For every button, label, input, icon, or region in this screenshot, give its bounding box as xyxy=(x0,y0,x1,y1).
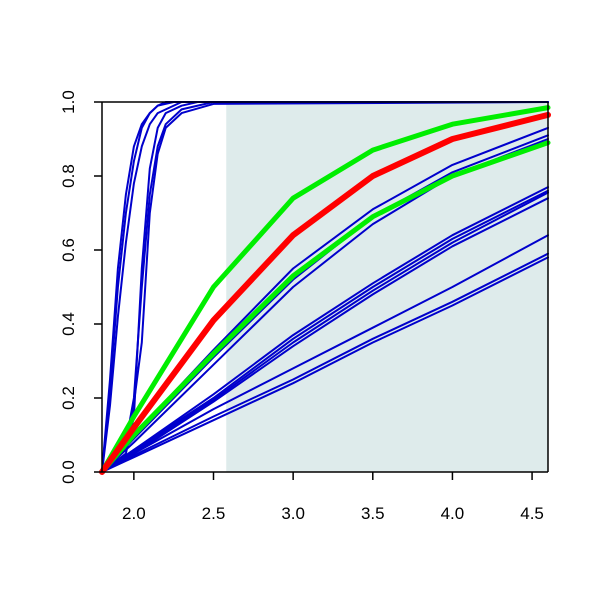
series-line-blue-12 xyxy=(101,191,549,473)
series-line-blue-15 xyxy=(101,252,549,473)
x-tick-label-6: 4.5 xyxy=(520,504,544,523)
series-line-blue-16 xyxy=(101,256,549,473)
series-line-green-18 xyxy=(99,140,551,475)
series-line-blue-6 xyxy=(101,101,549,473)
y-tick-label-1: 0.0 xyxy=(59,460,78,484)
series-line-red-19 xyxy=(99,111,551,475)
series-line-blue-3 xyxy=(101,101,549,473)
series-line-blue-2 xyxy=(101,101,549,473)
x-tick-label-5: 4.0 xyxy=(441,504,465,523)
x-tick-label-1: 2.0 xyxy=(122,504,146,523)
series-line-blue-11 xyxy=(101,189,549,473)
y-tick-label-5: 0.8 xyxy=(59,164,78,188)
x-tick-label-4: 3.5 xyxy=(361,504,385,523)
series-line-blue-14 xyxy=(101,234,549,473)
series-layer xyxy=(99,101,551,475)
y-tick-label-2: 0.2 xyxy=(59,386,78,410)
axes-layer: 2.0 2.5 3.0 3.5 4.0 4.5 0.0 0.2 0.4 0.6 0.8 1.0 xyxy=(59,90,549,523)
x-tick-label-3: 3.0 xyxy=(281,504,305,523)
x-tick-label-2: 2.5 xyxy=(202,504,226,523)
y-tick-label-4: 0.6 xyxy=(59,238,78,262)
y-tick-label-3: 0.4 xyxy=(59,312,78,336)
y-tick-label-6: 1.0 xyxy=(59,90,78,114)
series-line-green-17 xyxy=(99,105,551,475)
